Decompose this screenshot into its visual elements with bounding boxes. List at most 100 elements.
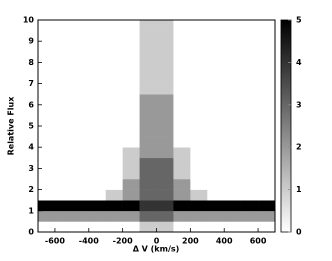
heatmap-cell: [241, 221, 259, 233]
heatmap-cell: [105, 157, 123, 169]
heatmap-cell: [122, 210, 140, 222]
heatmap-cell: [190, 73, 208, 84]
heatmap-cell: [38, 179, 56, 190]
heatmap-cell: [139, 104, 157, 116]
heatmap-cell: [258, 136, 276, 148]
heatmap-cell: [190, 179, 208, 190]
heatmap-cell: [241, 210, 259, 222]
heatmap-cell: [173, 221, 191, 233]
heatmap-cell: [105, 179, 123, 190]
heatmap-cell: [105, 62, 123, 74]
heatmap-cell: [241, 189, 259, 201]
heatmap-cell: [71, 168, 90, 180]
heatmap-cell: [139, 20, 157, 31]
y-tick-label: 2: [28, 185, 34, 194]
heatmap-cell: [190, 221, 208, 233]
y-tick-label: 1: [28, 206, 34, 215]
heatmap-cell: [105, 200, 123, 212]
heatmap-cell: [156, 30, 174, 42]
y-tick-label: 5: [28, 122, 34, 131]
heatmap-cell: [54, 41, 73, 53]
heatmap-cell: [156, 136, 174, 148]
x-tick-label: 0: [154, 237, 160, 246]
heatmap-cell: [88, 147, 107, 159]
heatmap-cell: [190, 62, 208, 74]
heatmap-cell: [139, 94, 157, 106]
heatmap-cell: [71, 179, 90, 190]
heatmap-cell: [173, 94, 191, 106]
heatmap-cell: [173, 115, 191, 127]
heatmap-cell: [105, 115, 123, 127]
heatmap-cell: [258, 51, 276, 63]
x-tick-label: -400: [79, 237, 99, 246]
heatmap-cell: [38, 200, 56, 212]
heatmap-cell: [241, 147, 259, 159]
heatmap-cell: [88, 136, 107, 148]
heatmap-cell: [156, 94, 174, 106]
heatmap-cell: [258, 189, 276, 201]
heatmap-cell: [241, 62, 259, 74]
heatmap-cell: [38, 62, 56, 74]
heatmap-cell: [88, 51, 107, 63]
heatmap-cell: [122, 179, 140, 190]
heatmap-cell: [207, 83, 225, 95]
heatmap-cell: [258, 210, 276, 222]
heatmap-cell: [88, 30, 107, 42]
heatmap-cell: [224, 20, 242, 31]
heatmap-cell: [156, 51, 174, 63]
heatmap-cell: [241, 126, 259, 137]
heatmap-cell: [54, 179, 73, 190]
heatmap-cell: [38, 30, 56, 42]
heatmap-cell: [224, 51, 242, 63]
heatmap-cell: [207, 126, 225, 137]
heatmap-cell: [156, 104, 174, 116]
heatmap-cell: [88, 189, 107, 201]
heatmap-cell: [224, 73, 242, 84]
heatmap-cell: [139, 51, 157, 63]
heatmap-cell: [71, 189, 90, 201]
x-axis-label: Δ V (km/s): [133, 245, 180, 254]
heatmap-cell: [54, 104, 73, 116]
heatmap-cell: [156, 210, 174, 222]
heatmap-cell: [224, 83, 242, 95]
heatmap-cell: [38, 20, 56, 31]
heatmap-cell: [122, 147, 140, 159]
x-tick-label: -600: [45, 237, 65, 246]
heatmap-cell: [105, 20, 123, 31]
heatmap-cell: [38, 83, 56, 95]
heatmap-cell: [207, 136, 225, 148]
heatmap-cell: [258, 168, 276, 180]
heatmap-cell: [71, 20, 90, 31]
heatmap-cell: [105, 189, 123, 201]
y-tick-label: 3: [28, 164, 34, 173]
heatmap-cell: [105, 83, 123, 95]
heatmap-cell: [241, 51, 259, 63]
heatmap-cell: [224, 200, 242, 212]
heatmap-cell: [54, 147, 73, 159]
heatmap-cell: [38, 51, 56, 63]
heatmap-cell: [207, 157, 225, 169]
heatmap-cell: [71, 115, 90, 127]
colorbar-tick-label: 2: [296, 143, 302, 152]
x-tick-label: 400: [216, 237, 233, 246]
heatmap-cell: [54, 210, 73, 222]
heatmap-cell: [190, 51, 208, 63]
heatmap-cell: [207, 189, 225, 201]
heatmap-cell: [71, 221, 90, 233]
heatmap-cell: [88, 157, 107, 169]
heatmap-cell: [241, 73, 259, 84]
colorbar-tick-label: 0: [296, 228, 302, 237]
heatmap-cell: [241, 41, 259, 53]
heatmap-cell: [54, 126, 73, 137]
heatmap-cell: [173, 147, 191, 159]
heatmap-cell: [190, 157, 208, 169]
heatmap-cell: [241, 157, 259, 169]
heatmap-cell: [122, 83, 140, 95]
heatmap-cell: [224, 189, 242, 201]
heatmap-cell: [38, 41, 56, 53]
heatmap-cell: [224, 104, 242, 116]
heatmap-cell: [54, 94, 73, 106]
heatmap-cell: [173, 62, 191, 74]
heatmap-cell: [105, 126, 123, 137]
heatmap-cell: [207, 30, 225, 42]
